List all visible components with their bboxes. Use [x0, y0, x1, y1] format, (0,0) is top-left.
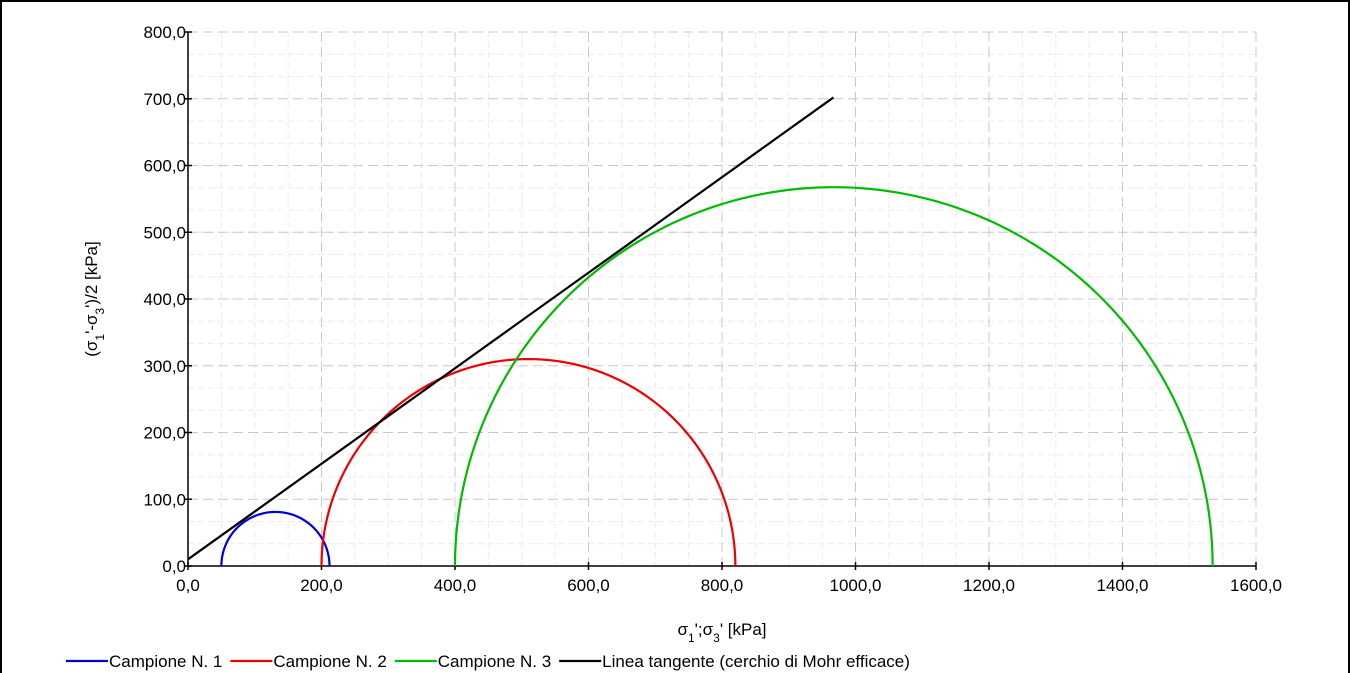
legend-label-3: Campione N. 3	[438, 652, 551, 671]
legend-label-1: Campione N. 1	[109, 652, 222, 671]
y-tick-label: 200,0	[143, 424, 186, 443]
axis-title-part: ' [kPa]	[720, 620, 767, 639]
y-tick-label: 800,0	[143, 23, 186, 42]
series-2-circle	[322, 359, 736, 566]
grid	[188, 32, 1256, 566]
series-1-circle	[221, 512, 329, 566]
x-tick-label: 0,0	[176, 576, 200, 595]
y-axis-title: (σ1'-σ3')/2 [kPa]	[82, 241, 107, 357]
x-tick-label: 1200,0	[963, 576, 1015, 595]
x-tick-label: 800,0	[701, 576, 744, 595]
x-axis-title: σ1';σ3' [kPa]	[677, 620, 766, 645]
axis-title-part: ')/2 [kPa]	[82, 241, 101, 308]
y-tick-label: 500,0	[143, 223, 186, 242]
legend-label-4: Linea tangente (cerchio di Mohr efficace…	[602, 652, 910, 671]
y-tick-label: 600,0	[143, 157, 186, 176]
y-tick-label: 700,0	[143, 90, 186, 109]
x-tick-label: 400,0	[434, 576, 477, 595]
y-tick-label: 400,0	[143, 290, 186, 309]
axis-title-part: ';σ	[695, 620, 714, 639]
series-3-circle	[455, 187, 1213, 566]
x-tick-label: 1400,0	[1097, 576, 1149, 595]
x-tick-label: 200,0	[300, 576, 343, 595]
legend-label-2: Campione N. 2	[273, 652, 386, 671]
x-tick-label: 1000,0	[830, 576, 882, 595]
x-tick-label: 1600,0	[1230, 576, 1282, 595]
series-4-line	[188, 97, 833, 559]
series-group	[188, 97, 1213, 566]
legend: Campione N. 1 Campione N. 2 Campione N. 3 L…	[66, 652, 910, 671]
axis-title-part: σ	[677, 620, 688, 639]
y-tick-label: 100,0	[143, 490, 186, 509]
x-tick-label: 600,0	[567, 576, 610, 595]
y-tick-label: 300,0	[143, 357, 186, 376]
y-tick-label: 0,0	[162, 557, 186, 576]
axis-title-part: (σ	[82, 340, 101, 357]
axis-title-part: '-σ	[82, 314, 101, 334]
